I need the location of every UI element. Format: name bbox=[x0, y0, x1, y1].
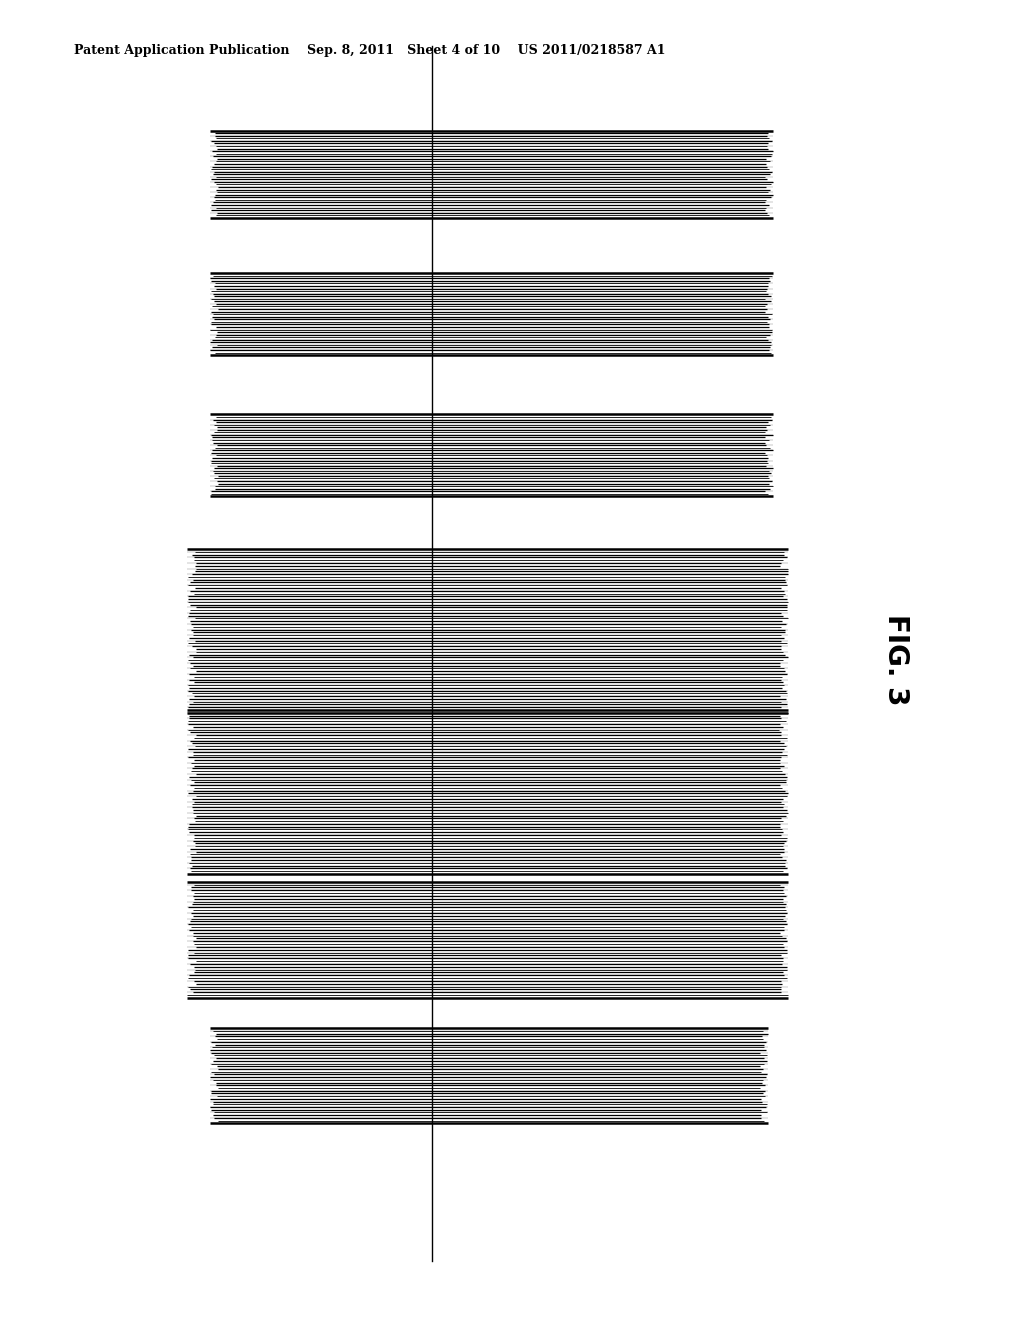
Text: Patent Application Publication    Sep. 8, 2011   Sheet 4 of 10    US 2011/021858: Patent Application Publication Sep. 8, 2… bbox=[74, 44, 666, 57]
Text: FIG. 3: FIG. 3 bbox=[882, 614, 910, 706]
